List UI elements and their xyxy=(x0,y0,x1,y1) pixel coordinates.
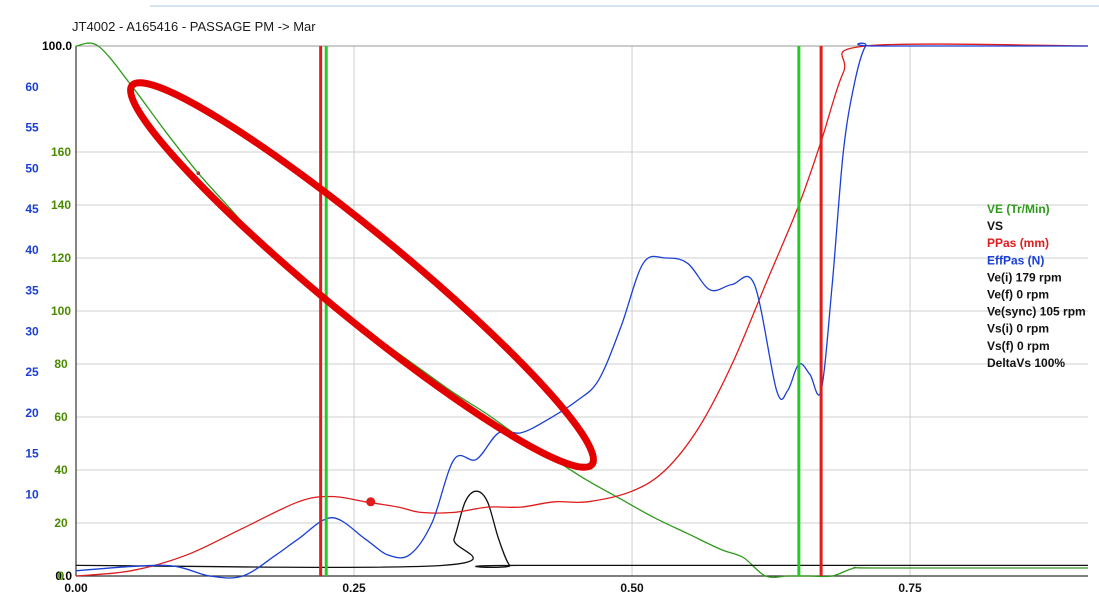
legend-entry: Ve(f) 0 rpm xyxy=(987,288,1049,302)
y-tick-label-velocity: 120 xyxy=(51,251,71,265)
axes: 0.00 0.25 0.50 0.75 0.0 100.0 0 20 40 60 80 100 120 1… xyxy=(25,39,1088,595)
y-tick-label-velocity: 20 xyxy=(54,516,68,530)
y-tick-label-force: 60 xyxy=(25,80,39,94)
legend-entry: Ve(i) 179 rpm xyxy=(987,270,1062,284)
vertical-markers xyxy=(319,46,823,576)
y-tick-label-percent: 0.0 xyxy=(55,569,72,583)
y-tick-label-force: 10 xyxy=(25,487,39,501)
y-tick-label-force: 25 xyxy=(25,365,39,379)
cursor-dot xyxy=(196,171,201,175)
highlight-ellipse xyxy=(127,79,597,471)
x-tick-label: 0.75 xyxy=(898,581,922,595)
y-tick-label-velocity: 40 xyxy=(54,463,68,477)
y-tick-label-velocity: 140 xyxy=(51,198,71,212)
annotation xyxy=(127,79,597,471)
y-tick-label-percent: 100.0 xyxy=(42,39,72,53)
y-tick-label-velocity: 100 xyxy=(51,304,71,318)
legend-entry: PPas (mm) xyxy=(987,236,1049,250)
y-tick-label-force: 30 xyxy=(25,324,39,338)
legend-entry: DeltaVs 100% xyxy=(987,356,1065,370)
highlight-point xyxy=(366,497,376,507)
y-tick-label-velocity: 160 xyxy=(51,145,71,159)
legend-entry: VE (Tr/Min) xyxy=(987,202,1050,216)
legend-entry: Ve(sync) 105 rpm xyxy=(987,305,1086,319)
x-tick-label: 0.00 xyxy=(64,581,88,595)
x-tick-label: 0.50 xyxy=(620,581,644,595)
legend-entry: Vs(i) 0 rpm xyxy=(987,322,1049,336)
legend-entry: Vs(f) 0 rpm xyxy=(987,339,1050,353)
y-tick-label-force: 55 xyxy=(25,121,39,135)
y-tick-label-velocity: 0 xyxy=(58,569,65,583)
y-tick-label-force: 35 xyxy=(25,284,39,298)
y-tick-label-force: 50 xyxy=(25,161,39,175)
series-line-effpas-n xyxy=(75,42,1088,579)
legend: VE (Tr/Min) VS PPas (mm) EffPas (N) Ve(i) 17… xyxy=(987,202,1086,370)
y-tick-label-force: 45 xyxy=(25,202,39,216)
y-tick-label-velocity: 60 xyxy=(54,410,68,424)
legend-entry: EffPas (N) xyxy=(987,253,1044,267)
series-line-vs xyxy=(75,490,1088,569)
y-tick-label-force: 15 xyxy=(25,447,39,461)
y-tick-label-force: 20 xyxy=(25,406,39,420)
y-tick-label-force: 40 xyxy=(25,243,39,257)
y-tick-label-velocity: 80 xyxy=(54,357,68,371)
legend-entry: VS xyxy=(987,219,1003,233)
chart-title: JT4002 - A165416 - PASSAGE PM -> Mar xyxy=(72,19,316,34)
x-tick-label: 0.25 xyxy=(342,581,366,595)
